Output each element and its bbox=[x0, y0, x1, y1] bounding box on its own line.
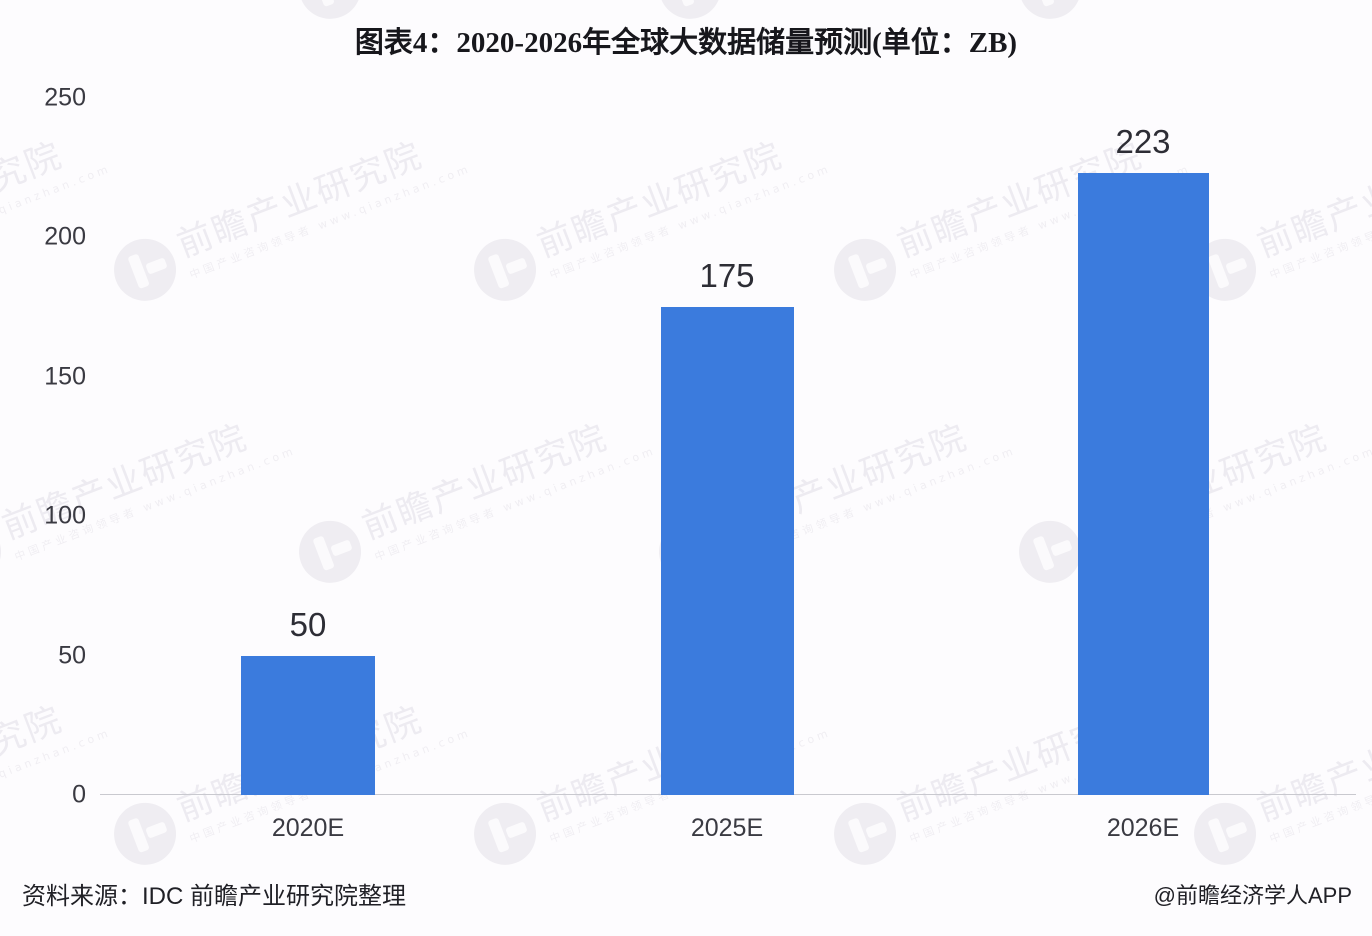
y-axis-tick-100: 100 bbox=[44, 501, 86, 530]
bar-group-2025E: 175 bbox=[660, 58, 794, 795]
y-axis-tick-200: 200 bbox=[44, 222, 86, 251]
x-axis-tick-2020E: 2020E bbox=[271, 814, 345, 842]
y-axis: 0 50 100 150 200 250 bbox=[0, 0, 86, 936]
bar-value-label-2025E: 175 bbox=[699, 257, 755, 295]
x-axis-tick-2025E: 2025E bbox=[690, 814, 764, 842]
bar-2026E[interactable] bbox=[1077, 173, 1209, 795]
bar-value-label-2026E: 223 bbox=[1115, 123, 1171, 161]
page-title: 图表4：2020-2026年全球大数据储量预测(单位：ZB) bbox=[354, 27, 1018, 59]
app-credit: @前瞻经济学人APP bbox=[1153, 883, 1352, 908]
bar-group-2026E: 223 bbox=[1077, 58, 1209, 795]
x-axis-tick-2026E: 2026E bbox=[1106, 814, 1180, 842]
bar-2025E[interactable] bbox=[660, 307, 794, 795]
y-axis-tick-250: 250 bbox=[44, 83, 86, 112]
bar-value-label-2020E: 50 bbox=[289, 605, 327, 643]
bar-group-2020E: 50 bbox=[241, 58, 375, 795]
bar-2020E[interactable] bbox=[241, 655, 375, 795]
source-note: 资料来源：IDC 前瞻产业研究院整理 bbox=[22, 883, 406, 910]
y-axis-tick-50: 50 bbox=[58, 641, 86, 670]
y-axis-tick-0: 0 bbox=[72, 780, 86, 809]
y-axis-tick-150: 150 bbox=[44, 362, 86, 391]
